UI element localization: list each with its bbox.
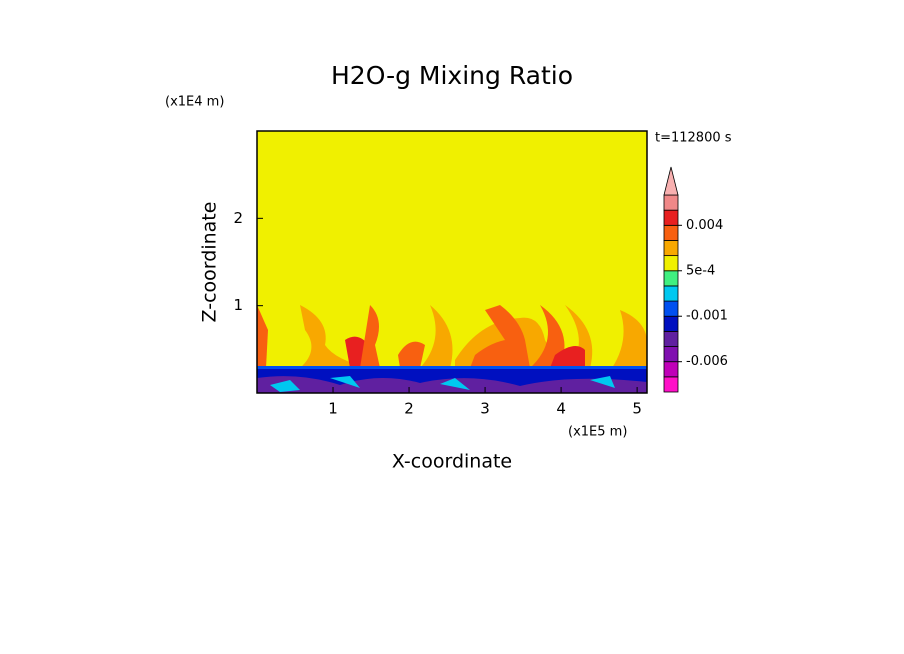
colorbar-tick-label: 5e-4 [686, 263, 715, 278]
contour-fill [470, 339, 530, 368]
colorbar-segment [663, 255, 679, 272]
contour-field [257, 131, 647, 393]
colorbar-segment [663, 270, 679, 287]
x-axis-label: X-coordinate [392, 451, 512, 473]
y-unit: (x1E4 m) [165, 95, 224, 110]
y-axis-label: Z-coordinate [199, 202, 221, 323]
colorbar-segment [663, 315, 679, 332]
contour-fill [257, 366, 647, 369]
colorbar-segment [663, 285, 679, 302]
contour-fill [257, 305, 268, 368]
colorbar-segment [663, 209, 679, 226]
x-tick-label: 3 [480, 400, 490, 418]
colorbar-segment [663, 300, 679, 317]
contour-fill [300, 305, 370, 368]
colorbar-tick-label: -0.006 [686, 354, 728, 369]
x-unit: (x1E5 m) [568, 425, 627, 440]
colorbar-segment [663, 376, 679, 393]
y-tick-label: 2 [233, 209, 243, 227]
contour-fill [485, 305, 525, 340]
colorbar-segment [663, 224, 679, 241]
colorbar-over-arrow [663, 166, 679, 196]
contour-fill [565, 305, 593, 368]
chart-title: H2O-g Mixing Ratio [331, 61, 573, 90]
colorbar-segment [663, 330, 679, 347]
colorbar-segment [663, 361, 679, 378]
contour-fill [420, 305, 453, 368]
x-tick-label: 4 [556, 400, 566, 418]
contour-fill [270, 376, 615, 392]
colorbar-segment [663, 346, 679, 363]
contour-fill [612, 310, 647, 368]
contour-fill [398, 341, 425, 368]
colorbar-segment [663, 194, 679, 211]
colorbar-tick-label: -0.001 [686, 309, 728, 324]
contour-fill [360, 305, 380, 368]
time-label: t=112800 s [655, 131, 732, 146]
x-tick-label: 5 [632, 400, 642, 418]
plot-frame [256, 130, 648, 394]
contour-fill [530, 305, 565, 368]
x-tick-label: 1 [328, 400, 338, 418]
colorbar-segment [663, 240, 679, 257]
y-tick-label: 1 [233, 296, 243, 314]
x-tick-label: 2 [404, 400, 414, 418]
colorbar-tick-label: 0.004 [686, 218, 723, 233]
contour-fill [550, 346, 585, 368]
